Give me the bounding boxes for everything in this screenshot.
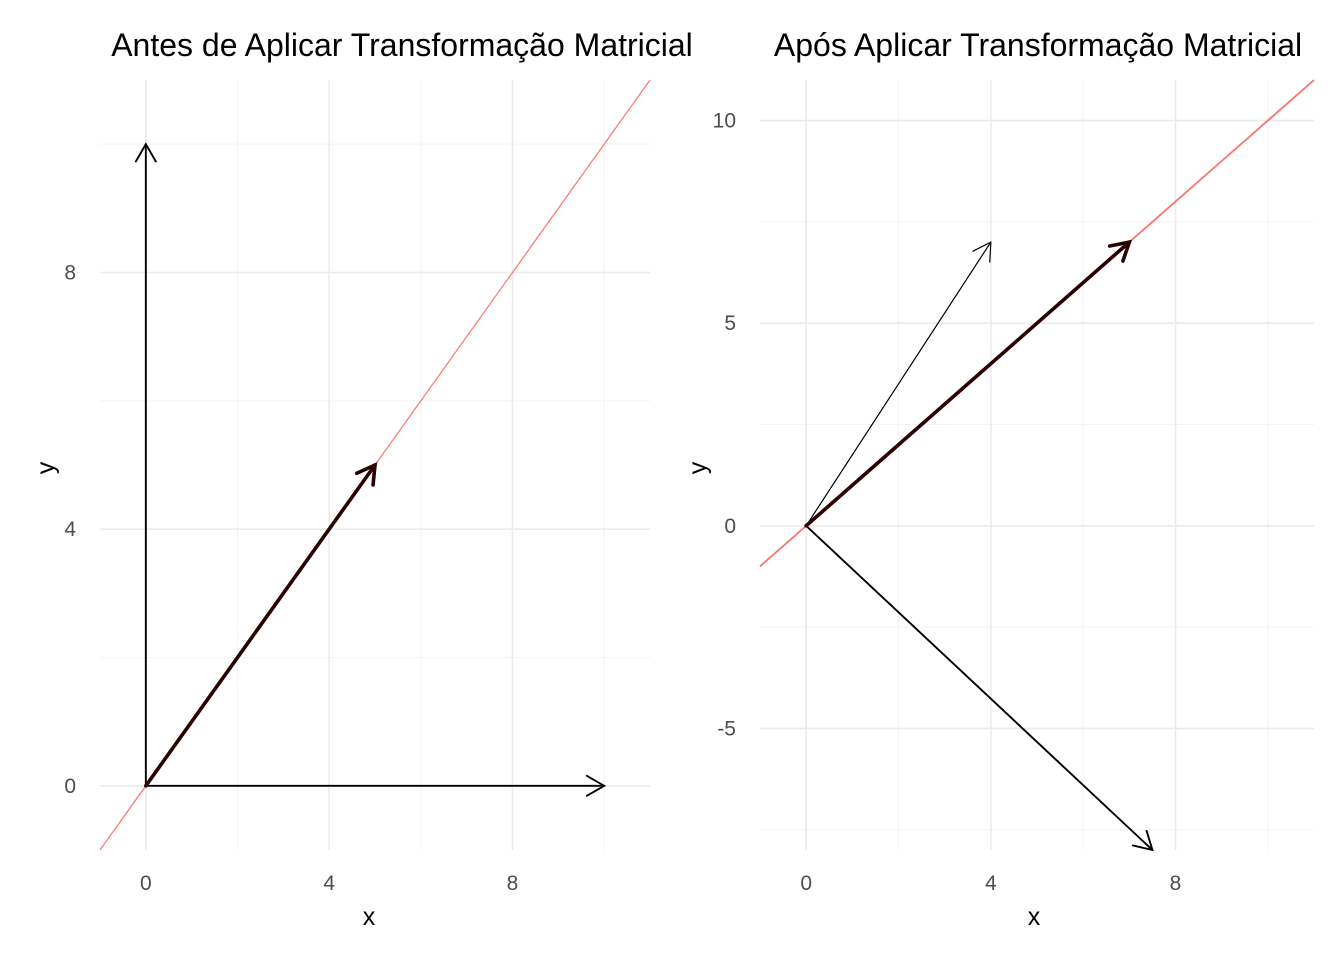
chart-title-before: Antes de Aplicar Transformação Matricial (111, 27, 693, 63)
y-tick-label: -5 (717, 717, 736, 740)
vector-shaft (804, 240, 1132, 528)
y-axis-label-before: y (32, 461, 60, 474)
y-tick-label: 5 (724, 312, 736, 335)
vector-arrow (144, 462, 378, 788)
y-tick-label: 10 (713, 110, 736, 133)
vector-arrow (804, 239, 1133, 528)
x-tick-label: 0 (140, 872, 152, 895)
vector-shaft (805, 524, 1154, 851)
y-tick-label: 4 (64, 518, 76, 541)
y-tick-label: 0 (724, 515, 736, 538)
x-axis-label-before: x (363, 903, 376, 931)
x-tick-label: 8 (507, 872, 519, 895)
vector-shaft (144, 463, 377, 788)
vector-arrow (144, 774, 607, 797)
vector-arrowhead (585, 774, 607, 797)
vector-arrowhead (134, 142, 157, 163)
vector-shaft (805, 241, 992, 527)
y-tick-label: 8 (64, 262, 76, 285)
y-axis-label-after: y (684, 461, 712, 474)
x-tick-label: 4 (323, 872, 335, 895)
x-axis-label-after: x (1028, 903, 1041, 931)
marks-after (759, 79, 1315, 852)
vector-arrow (805, 241, 992, 527)
vector-arrowhead (1131, 829, 1154, 852)
x-tick-label: 8 (1170, 872, 1182, 895)
ticks-after: 0 4 8 -5 0 5 10 (713, 110, 1182, 895)
ticks-before: 0 4 8 0 4 8 (64, 262, 518, 896)
panel-before: 0 4 8 0 4 8 Antes de Aplicar Transformação Ma… (32, 27, 693, 931)
vector-arrowhead (972, 241, 992, 263)
vector-arrow (805, 524, 1154, 852)
y-tick-label: 0 (64, 775, 76, 798)
x-tick-label: 0 (800, 872, 812, 895)
grid-after (760, 80, 1314, 850)
chart-title-after: Após Aplicar Transformação Matricial (774, 27, 1302, 63)
marks-before (99, 79, 651, 851)
vector-arrowhead (354, 462, 378, 487)
vector-arrow (134, 142, 157, 787)
vector-arrowhead (1107, 239, 1133, 263)
x-tick-label: 4 (985, 872, 997, 895)
panel-after: 0 4 8 -5 0 5 10 Após Aplicar Transformação Mat… (684, 27, 1315, 931)
